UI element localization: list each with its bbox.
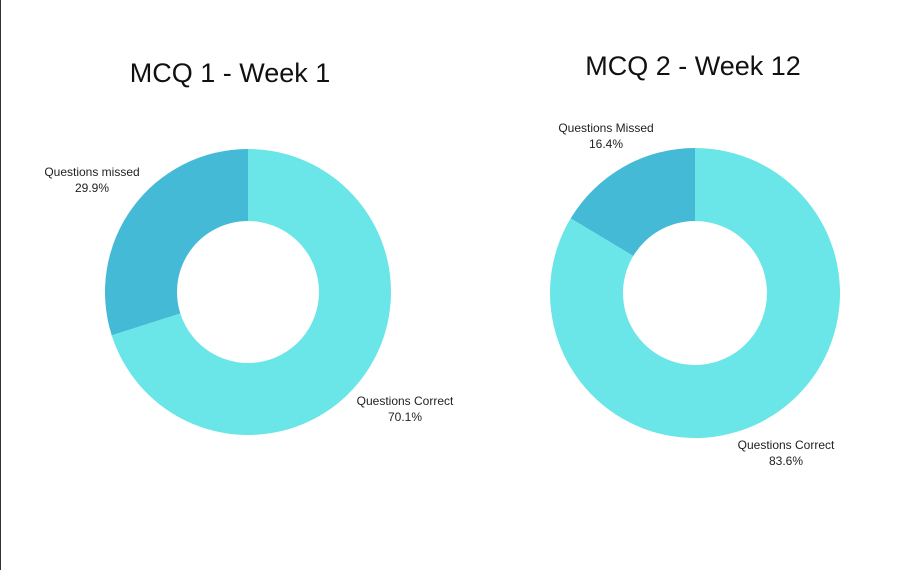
chart-1-title: MCQ 1 - Week 1 <box>129 58 331 88</box>
chart-1-correct-name: Questions Correct <box>356 394 454 408</box>
donut-slice-questions-missed <box>570 148 695 256</box>
left-frame-border <box>0 0 1 570</box>
donut-slice-questions-correct <box>111 149 392 435</box>
chart-1-missed-label: Questions missed 29.9% <box>44 164 139 196</box>
chart-2-missed-label: Questions Missed 16.4% <box>558 120 653 152</box>
chart-2-correct-value: 83.6% <box>768 454 804 468</box>
chart-1-correct-value: 70.1% <box>387 410 423 424</box>
donut-slice-questions-missed <box>104 149 249 336</box>
chart-1-correct-label: Questions Correct 70.1% <box>357 393 454 425</box>
chart-2-missed-value: 16.4% <box>588 137 624 151</box>
chart-2-title: MCQ 2 - Week 12 <box>585 51 801 81</box>
donut-slice-questions-correct <box>550 148 840 438</box>
chart-2-correct-label: Questions Correct 83.6% <box>738 437 835 469</box>
chart-2-missed-name: Questions Missed <box>558 121 654 135</box>
chart-1-missed-name: Questions missed <box>44 165 140 179</box>
chart-2-correct-name: Questions Correct <box>737 438 835 452</box>
chart-1-missed-value: 29.9% <box>74 181 110 195</box>
